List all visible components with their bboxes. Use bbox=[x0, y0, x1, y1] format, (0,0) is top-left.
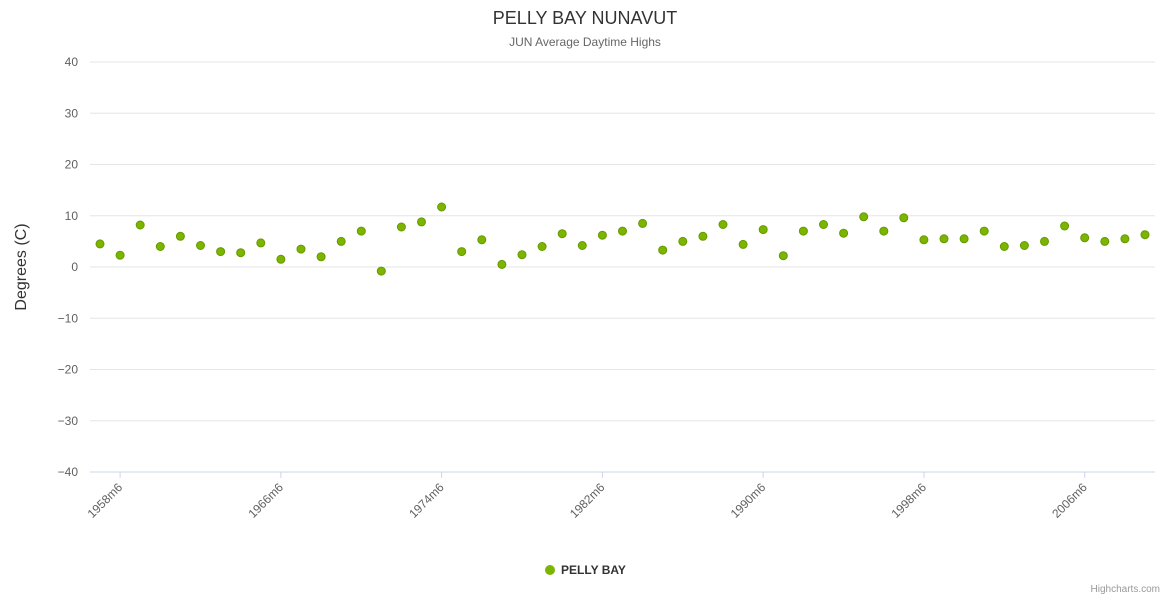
y-axis-label: −40 bbox=[58, 465, 79, 479]
legend-marker-icon bbox=[545, 565, 555, 575]
x-axis-label: 1982m6 bbox=[567, 480, 608, 521]
y-axis-label: −20 bbox=[58, 363, 79, 377]
y-axis-label: −10 bbox=[58, 311, 79, 325]
y-axis-label: 30 bbox=[65, 106, 79, 120]
legend-item[interactable]: PELLY BAY bbox=[545, 563, 626, 577]
data-point[interactable] bbox=[557, 229, 567, 239]
x-axis-label: 1958m6 bbox=[85, 480, 126, 521]
data-point[interactable] bbox=[678, 236, 688, 246]
data-point[interactable] bbox=[175, 231, 185, 241]
data-point[interactable] bbox=[758, 225, 768, 235]
data-point[interactable] bbox=[839, 228, 849, 238]
data-point[interactable] bbox=[638, 218, 648, 228]
data-point[interactable] bbox=[1100, 236, 1110, 246]
x-axis-label: 1998m6 bbox=[888, 480, 929, 521]
data-point[interactable] bbox=[1040, 236, 1049, 246]
data-point[interactable] bbox=[859, 212, 869, 222]
data-point[interactable] bbox=[798, 226, 808, 236]
data-point[interactable] bbox=[457, 247, 467, 257]
y-axis-label: 10 bbox=[65, 209, 79, 223]
gridlines bbox=[90, 61, 1155, 473]
data-point[interactable] bbox=[135, 220, 145, 230]
credits-link[interactable]: Highcharts.com bbox=[1091, 584, 1160, 595]
data-point[interactable] bbox=[376, 266, 386, 276]
data-point[interactable] bbox=[919, 235, 929, 245]
data-point[interactable] bbox=[256, 238, 266, 248]
data-point[interactable] bbox=[959, 234, 969, 244]
y-axis-title: Degrees (C) bbox=[13, 223, 30, 310]
y-axis-labels: −40 −30 −20 −10 0 10 20 30 40 bbox=[58, 55, 79, 479]
data-point[interactable] bbox=[899, 213, 909, 223]
data-point[interactable] bbox=[396, 222, 406, 232]
data-point[interactable] bbox=[1060, 221, 1070, 231]
x-axis-label: 1990m6 bbox=[728, 480, 769, 521]
x-axis: 1958m6 1966m6 1974m6 1982m6 1990m6 1998m6 2006… bbox=[85, 471, 1155, 521]
data-point[interactable] bbox=[276, 254, 286, 264]
x-axis-label: 2006m6 bbox=[1049, 480, 1090, 521]
data-point[interactable] bbox=[999, 242, 1009, 251]
data-point[interactable] bbox=[95, 239, 105, 249]
data-point[interactable] bbox=[597, 230, 607, 240]
data-point[interactable] bbox=[216, 247, 226, 257]
chart-subtitle: JUN Average Daytime Highs bbox=[509, 35, 661, 49]
data-point[interactable] bbox=[718, 220, 728, 229]
data-point[interactable] bbox=[939, 234, 949, 244]
data-point[interactable] bbox=[437, 202, 447, 212]
data-point[interactable] bbox=[155, 242, 165, 251]
data-point[interactable] bbox=[1120, 234, 1130, 244]
x-axis-label: 1974m6 bbox=[406, 480, 447, 521]
data-point[interactable] bbox=[296, 244, 306, 254]
y-axis-label: −30 bbox=[58, 414, 79, 428]
data-point[interactable] bbox=[477, 235, 487, 245]
data-point[interactable] bbox=[778, 251, 788, 261]
series-points bbox=[95, 202, 1150, 276]
data-point[interactable] bbox=[738, 239, 748, 249]
data-point[interactable] bbox=[1080, 233, 1090, 243]
y-axis-label: 0 bbox=[71, 260, 78, 274]
data-point[interactable] bbox=[336, 236, 346, 246]
data-point[interactable] bbox=[819, 220, 828, 229]
chart-title: PELLY BAY NUNAVUT bbox=[493, 8, 677, 28]
data-point[interactable] bbox=[196, 241, 205, 250]
x-axis-label: 1966m6 bbox=[245, 480, 286, 521]
data-point[interactable] bbox=[236, 248, 246, 258]
data-point[interactable] bbox=[979, 226, 989, 236]
legend-label: PELLY BAY bbox=[561, 563, 626, 577]
data-point[interactable] bbox=[577, 241, 587, 250]
data-point[interactable] bbox=[517, 250, 527, 260]
y-axis-label: 20 bbox=[65, 158, 79, 172]
y-axis-label: 40 bbox=[65, 55, 79, 69]
data-point[interactable] bbox=[879, 226, 889, 236]
data-point[interactable] bbox=[658, 245, 668, 255]
data-point[interactable] bbox=[1140, 230, 1150, 240]
data-point[interactable] bbox=[115, 250, 125, 260]
data-point[interactable] bbox=[1019, 241, 1029, 250]
data-point[interactable] bbox=[417, 217, 426, 227]
data-point[interactable] bbox=[537, 242, 547, 251]
data-point[interactable] bbox=[316, 252, 326, 262]
data-point[interactable] bbox=[698, 231, 708, 241]
data-point[interactable] bbox=[497, 259, 507, 269]
data-point[interactable] bbox=[618, 226, 627, 236]
data-point[interactable] bbox=[356, 226, 366, 236]
